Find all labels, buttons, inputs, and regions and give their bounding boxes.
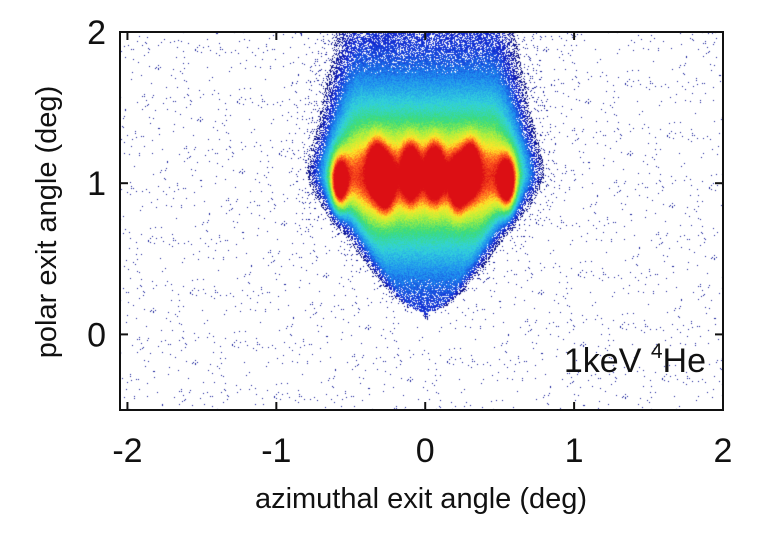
beam-annotation-superscript: 4 xyxy=(651,340,663,363)
beam-annotation: 1keV 4He xyxy=(564,340,706,380)
x-tick-label: 0 xyxy=(416,432,435,470)
x-tick-label: -1 xyxy=(261,432,291,470)
x-tick-label: -2 xyxy=(112,432,142,470)
beam-annotation-suffix: He xyxy=(663,342,706,380)
beam-annotation-prefix: 1keV xyxy=(564,342,651,380)
y-tick-label: 1 xyxy=(87,165,106,203)
y-axis-label: polar exit angle (deg) xyxy=(31,86,63,358)
x-tick-label: 1 xyxy=(565,432,584,470)
y-tick-label: 0 xyxy=(87,316,106,354)
x-axis-tick-labels: -2 -1 0 1 2 xyxy=(112,432,732,470)
heatmap-image xyxy=(120,32,723,410)
y-axis-tick-labels: 0 1 2 xyxy=(87,14,106,354)
plot-area xyxy=(120,32,723,410)
x-tick-label: 2 xyxy=(714,432,733,470)
plot-frame xyxy=(119,31,724,411)
y-axis-ticks xyxy=(120,31,723,336)
x-axis-label: azimuthal exit angle (deg) xyxy=(255,483,587,515)
y-tick-label: 2 xyxy=(87,14,106,52)
x-axis-ticks xyxy=(126,32,724,410)
